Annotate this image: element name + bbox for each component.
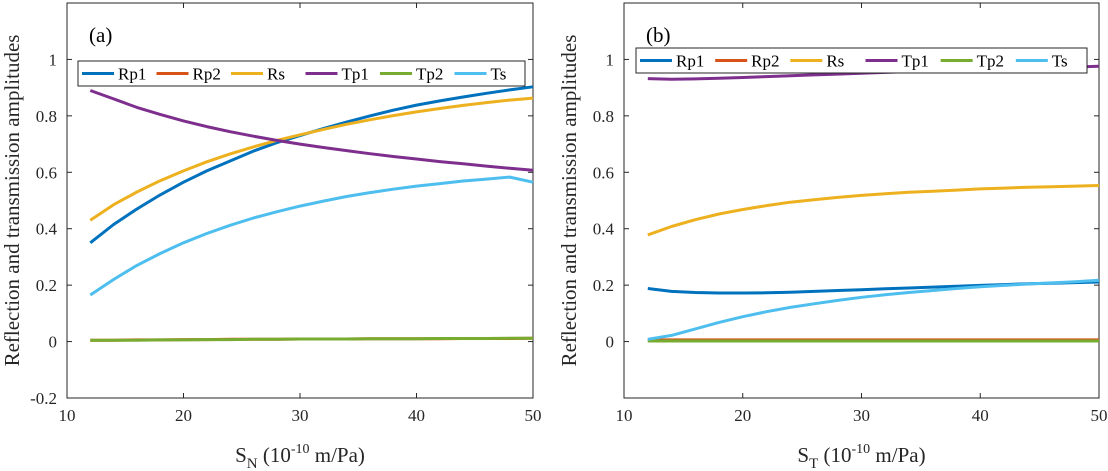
panel-b-x-tick-label: 20 (734, 406, 751, 425)
panel-b-x-tick-label: 30 (853, 406, 870, 425)
panel-b-x-tick-label: 10 (616, 406, 633, 425)
panel-a-y-tick-label: 0.2 (36, 276, 57, 295)
panel-a-y-tick-label: 0.6 (36, 163, 57, 182)
panel-a-legend-label-rp2: Rp2 (193, 65, 221, 84)
panel-a-x-axis-label-rest-open: (10 (258, 443, 291, 467)
panel-a-x-tick-label: 50 (525, 406, 542, 425)
panel-a-x-tick-label: 40 (408, 406, 425, 425)
panel-a-x-tick-label: 20 (175, 406, 192, 425)
panel-a-x-axis-label-sub: N (247, 456, 258, 471)
panel-b-y-tick-label: 0.2 (593, 276, 614, 295)
panel-a-y-tick-label: 0.4 (36, 220, 58, 239)
panel-b-y-tick-label: 1 (606, 50, 615, 69)
panel-b-legend-label-rp2: Rp2 (751, 52, 779, 71)
panel-a-series-tp2-line (90, 336, 533, 342)
panel-b-series-ts-line (647, 278, 1100, 341)
panel-a-legend-label-tp2: Tp2 (416, 65, 443, 84)
panel-a-series-tp1-line (89, 89, 534, 172)
panel-a: 10 20 30 40 50 -0.2 0 0.2 0.4 0.6 0.8 1 (a) Rp1 Rp2 Rs T… (0, 2, 542, 471)
panel-b: 10 20 30 40 50 0 0.2 0.4 0.6 0.8 1 (b) Rp1 Rp2 Rs Tp1 Tp… (557, 2, 1108, 471)
panel-a-series-ts-line (89, 175, 534, 297)
panel-a-label: (a) (89, 23, 112, 47)
panel-a-series-rs-line (89, 96, 534, 222)
panel-a-y-tick-label: 0 (49, 333, 58, 352)
panel-a-legend-label-tp1: Tp1 (342, 65, 369, 84)
panel-b-x-tick-label: 50 (1091, 406, 1108, 425)
panel-b-series-rs-line (647, 184, 1100, 237)
panel-a-x-axis-label-main: S (235, 443, 247, 467)
panel-b-x-axis-label-rest-open: (10 (818, 443, 851, 467)
panel-b-x-axis-label-main: S (797, 443, 809, 467)
panel-b-y-axis-label: Reflection and transmission amplitudes (557, 35, 581, 367)
panel-b-legend-label-rs: Rs (826, 52, 844, 71)
panel-b-x-axis-label: ST (10-10 m/Pa) (797, 442, 925, 471)
panel-b-x-axis-label-sub: T (809, 456, 818, 471)
panel-b-x-tick-label: 40 (972, 406, 989, 425)
panel-a-y-tick-label: 1 (49, 50, 58, 69)
panel-b-legend-label-ts: Ts (1052, 52, 1068, 71)
panel-a-legend-label-rs: Rs (267, 65, 285, 84)
panel-b-legend-label-tp1: Tp1 (902, 52, 929, 71)
panel-b-y-tick-label: 0 (606, 333, 615, 352)
panel-a-x-axis-label-sup: -10 (291, 442, 310, 457)
panel-b-x-axis-label-rest-close: m/Pa) (870, 443, 925, 467)
panel-b-label: (b) (646, 23, 671, 47)
panel-a-y-tick-label: -0.2 (30, 389, 57, 408)
panel-b-x-axis-label-sup: -10 (852, 442, 871, 457)
panel-b-legend-label-rp1: Rp1 (676, 52, 704, 71)
panel-b-y-tick-label: 0.4 (593, 220, 615, 239)
panel-b-legend-label-tp2: Tp2 (977, 52, 1004, 71)
panel-a-x-tick-label: 10 (59, 406, 76, 425)
panel-a-legend-label-ts: Ts (491, 65, 507, 84)
panel-b-legend (635, 47, 1088, 74)
panel-b-y-tick-label: 0.8 (593, 107, 614, 126)
panel-a-legend (77, 60, 526, 87)
panel-a-x-axis-label-rest-close: m/Pa) (310, 443, 365, 467)
panel-b-y-tick-label: 0.6 (593, 163, 614, 182)
panel-a-x-tick-label: 30 (292, 406, 309, 425)
panel-a-y-tick-label: 0.8 (36, 107, 57, 126)
panel-a-legend-label-rp1: Rp1 (118, 65, 146, 84)
panel-a-x-axis-label: SN (10-10 m/Pa) (235, 442, 365, 471)
panel-a-y-axis-label: Reflection and transmission amplitudes (0, 35, 24, 367)
